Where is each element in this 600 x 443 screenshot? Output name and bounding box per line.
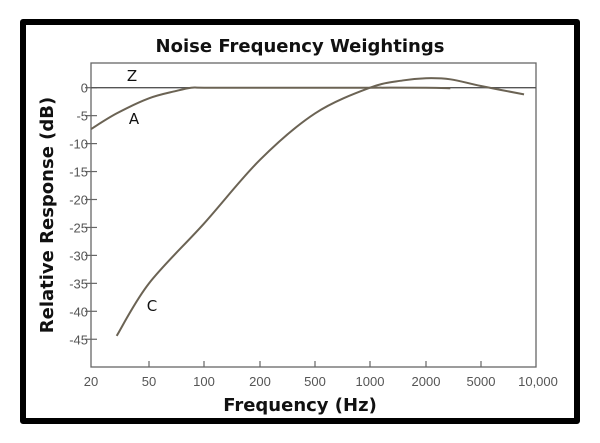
series-line-c <box>115 77 525 337</box>
y-tick-label: -35 <box>69 276 88 291</box>
y-tick-label: -30 <box>69 248 88 263</box>
series-label-c: C <box>147 297 157 315</box>
y-tick-label: -25 <box>69 220 88 235</box>
y-tick-label: -5 <box>76 109 88 124</box>
y-axis-label: Relative Response (dB) <box>37 97 58 333</box>
series-label-a: A <box>129 110 140 128</box>
y-tick-label: -10 <box>69 137 88 152</box>
x-tick-label: 50 <box>142 374 156 389</box>
x-tick-label: 20 <box>84 374 98 389</box>
y-tick-label: -15 <box>69 165 88 180</box>
series-line-a <box>90 86 451 130</box>
y-tick-label: -20 <box>69 193 88 208</box>
y-tick-label: -40 <box>69 304 88 319</box>
chart-title: Noise Frequency Weightings <box>156 36 445 57</box>
x-axis-label: Frequency (Hz) <box>223 395 377 416</box>
y-tick-label: -45 <box>69 332 88 347</box>
plot-area <box>90 62 537 368</box>
x-tick-label: 2000 <box>412 374 441 389</box>
x-tick-label: 10,000 <box>518 374 558 389</box>
x-tick-label: 5000 <box>467 374 496 389</box>
x-tick-label: 200 <box>249 374 271 389</box>
x-tick-label: 1000 <box>356 374 385 389</box>
y-tick-label: 0 <box>81 81 88 96</box>
x-tick-label: 100 <box>193 374 215 389</box>
series-label-z: Z <box>127 67 137 85</box>
x-tick-label: 500 <box>304 374 326 389</box>
